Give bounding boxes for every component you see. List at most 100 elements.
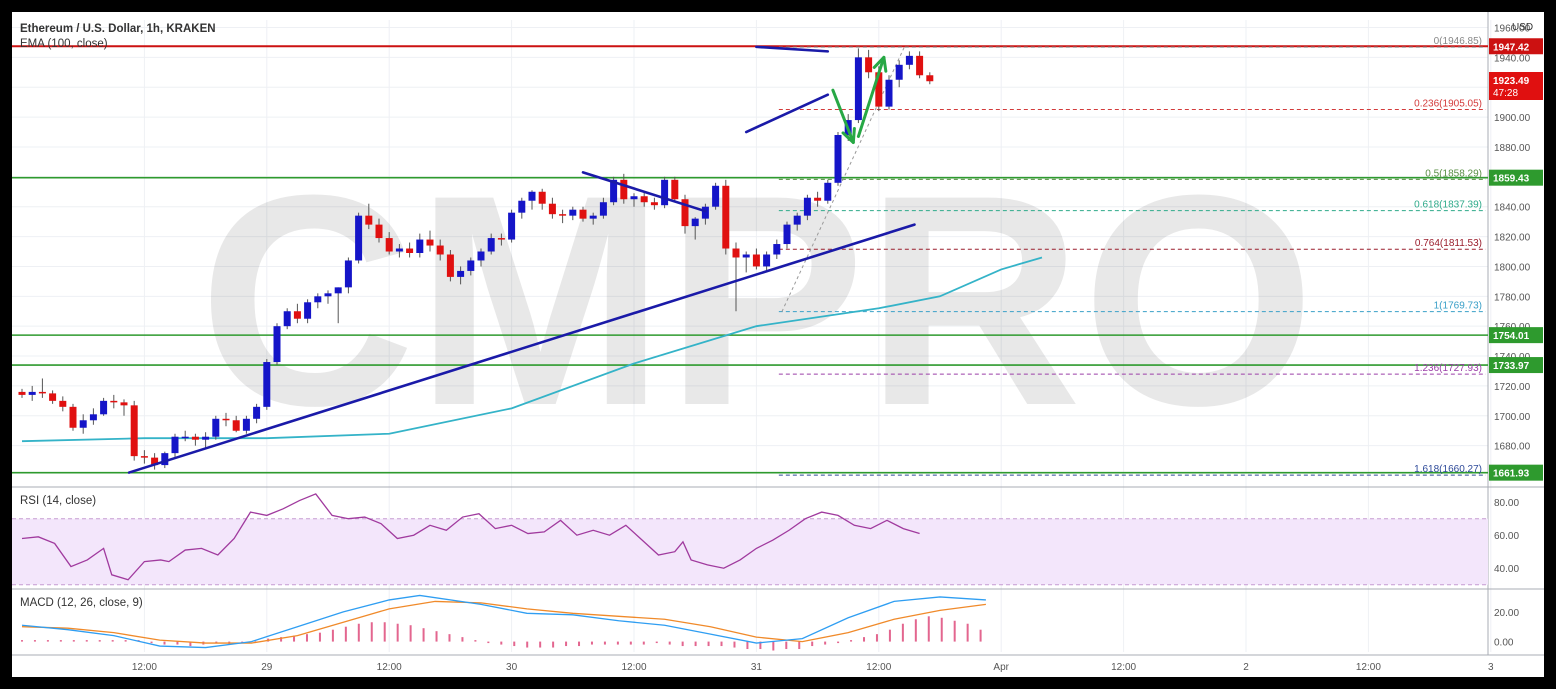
price-tick-label: 1780.00 — [1494, 292, 1531, 303]
candle — [885, 79, 893, 107]
candle — [263, 362, 271, 407]
macd-histogram-bar — [578, 641, 581, 647]
candle — [865, 57, 873, 73]
candle — [783, 224, 791, 245]
candle — [834, 135, 842, 183]
candle — [650, 202, 658, 206]
watermark: CMPRO — [199, 132, 1316, 468]
macd-histogram-bar — [539, 641, 542, 648]
macd-histogram-bar — [953, 620, 956, 642]
time-tick-label: 12:00 — [377, 662, 402, 673]
candle — [538, 191, 546, 204]
macd-histogram-bar — [59, 640, 62, 642]
macd-histogram-bar — [966, 623, 969, 642]
price-tick-label: 1720.00 — [1494, 382, 1531, 393]
macd-histogram-bar — [150, 641, 153, 644]
price-tag — [1489, 464, 1543, 481]
price-tag-label: 1661.93 — [1493, 469, 1530, 480]
macd-histogram-bar — [850, 640, 853, 642]
horizontal-lines — [12, 45, 1488, 474]
macd-histogram-bar — [603, 641, 606, 645]
candle — [671, 179, 679, 200]
macd-histogram-bar — [21, 640, 23, 642]
macd-histogram-bar — [785, 641, 788, 650]
candle — [283, 311, 291, 327]
macd-histogram-bar — [746, 641, 749, 650]
candle — [763, 254, 771, 267]
macd-histogram-bar — [422, 628, 425, 642]
trendlines[interactable] — [127, 45, 916, 474]
macd-histogram-bar — [318, 632, 321, 642]
macd-histogram-bar — [396, 623, 399, 642]
fib-level-label: 0.764(1811.53) — [1415, 238, 1482, 249]
candle — [385, 238, 393, 252]
currency-label: USD — [1512, 22, 1533, 33]
candle — [640, 196, 648, 203]
macd-histogram-bar — [487, 641, 490, 644]
candle — [773, 244, 781, 255]
candle — [406, 248, 414, 253]
price-tag — [1489, 38, 1543, 55]
time-tick-label: 3 — [1488, 662, 1494, 673]
macd-histogram-bar — [863, 637, 866, 642]
macd-histogram-bar — [837, 641, 840, 644]
macd-histogram-bar — [914, 619, 917, 642]
macd-histogram-bar — [461, 637, 464, 642]
candle — [253, 406, 261, 419]
macd-histogram-bar — [888, 629, 891, 642]
macd-histogram-bar — [927, 616, 930, 642]
fibonacci-retracement[interactable]: 0(1946.85) 0.236(1905.05) 0.5(1858.29) 0.61… — [778, 36, 1486, 476]
macd-histogram-bar — [668, 641, 671, 645]
price-tick-label: 1800.00 — [1494, 262, 1531, 273]
candle — [344, 260, 352, 288]
candle — [467, 260, 475, 271]
macd-histogram-bar — [979, 629, 982, 642]
time-tick-label: 12:00 — [132, 662, 157, 673]
time-tick-label: 12:00 — [1356, 662, 1381, 673]
rsi-tick-label: 80.00 — [1494, 498, 1519, 509]
candle — [304, 302, 312, 319]
current-price-tag — [1489, 71, 1543, 100]
candle — [814, 197, 822, 201]
price-axis[interactable]: 1960.001940.001920.001900.001880.001860.… — [1489, 23, 1543, 649]
chart-canvas[interactable]: CMPRO 0(1946.85) 0.236(1905.05) 0.5(1858.2… — [12, 12, 1544, 677]
ema-100-line — [21, 256, 1043, 443]
macd-histogram-bar — [435, 631, 438, 642]
candle — [161, 453, 169, 466]
arrow-shaft — [831, 88, 855, 144]
trendline — [127, 223, 916, 474]
macd-histogram-bar — [824, 641, 827, 645]
candle — [875, 72, 883, 107]
candle — [926, 75, 934, 82]
candle — [426, 239, 434, 246]
candle — [528, 191, 536, 201]
candle — [79, 420, 87, 428]
time-axis[interactable]: 12:00 29 12:00 30 12:00 31 12:00 Apr 12:00 2 12:00… — [132, 662, 1494, 673]
fib-level-label: 0.5(1858.29) — [1425, 168, 1482, 179]
candle — [324, 293, 332, 297]
projection-arrows[interactable] — [831, 55, 888, 144]
macd-histogram-bar — [357, 623, 360, 642]
time-tick-label: 12:00 — [1111, 662, 1136, 673]
candle — [171, 436, 179, 454]
macd-legend: MACD (12, 26, close, 9) — [20, 597, 143, 609]
candle — [446, 254, 454, 277]
macd-histogram-bar — [629, 641, 632, 645]
candle — [722, 185, 730, 249]
macd-histogram-bar — [85, 640, 88, 642]
candle — [191, 436, 199, 440]
price-tick-label: 1880.00 — [1494, 143, 1531, 154]
macd-histogram-bar — [940, 617, 943, 642]
macd-histogram-bar — [189, 641, 192, 647]
macd-histogram-bar — [111, 640, 114, 642]
fib-level-label: 0.618(1837.39) — [1414, 200, 1482, 211]
candle — [395, 248, 403, 252]
candle — [38, 391, 46, 394]
time-tick-label: 31 — [751, 662, 763, 673]
candle — [140, 456, 148, 458]
candle — [916, 55, 924, 76]
macd-signal-line — [21, 600, 986, 644]
candle — [120, 402, 128, 406]
time-tick-label: 12:00 — [621, 662, 646, 673]
